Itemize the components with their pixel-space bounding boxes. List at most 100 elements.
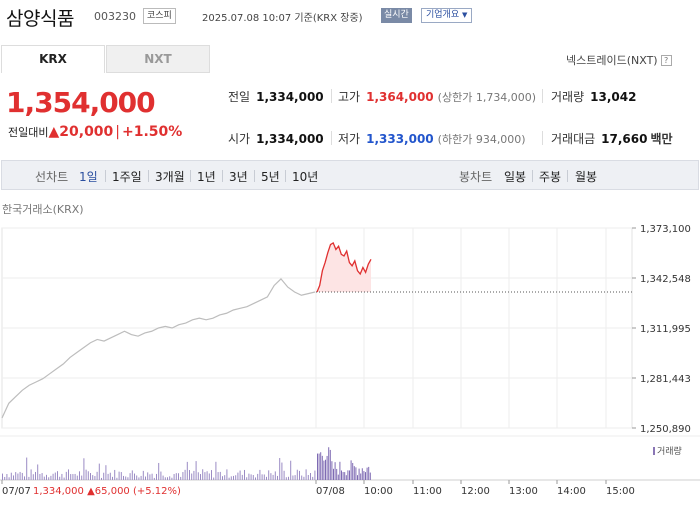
volume-bar <box>173 474 175 480</box>
volume-bar <box>222 476 223 480</box>
volume-bar <box>290 460 292 480</box>
volume-bar <box>252 475 254 480</box>
volume-bar <box>355 467 357 480</box>
chart-grid <box>0 227 700 484</box>
high-value: 1,364,000 <box>366 90 434 104</box>
nextrade-link-label: 넥스트레이드(NXT) <box>566 54 658 67</box>
volume-bar <box>215 461 217 480</box>
high-label: 고가 <box>338 90 361 104</box>
divider <box>542 131 543 145</box>
prev-day-summary: 1,334,000 ▲65,000 (+5.12%) <box>33 486 181 497</box>
volume-bar <box>191 473 193 480</box>
period-3m[interactable]: 3개월 <box>155 170 185 184</box>
volume-legend: 거래량 <box>653 444 682 457</box>
company-overview-button[interactable]: 기업개요 ▼ <box>421 8 473 23</box>
chevron-down-icon: ▼ <box>462 11 468 19</box>
volume-bar <box>136 475 138 480</box>
stock-name: 삼양식품 <box>6 8 74 30</box>
exchange-tabs: KRX NXT <box>1 45 210 73</box>
volume-bar <box>76 475 78 480</box>
prev-day-change: 65,000 <box>94 486 130 497</box>
volume-bar <box>118 471 120 480</box>
candle-monthly[interactable]: 월봉 <box>575 170 598 184</box>
volume-bar <box>90 473 91 480</box>
period-3y[interactable]: 3년 <box>229 170 248 184</box>
volume-bar <box>52 473 54 480</box>
volume-legend-swatch <box>653 447 655 455</box>
volume-bar <box>189 470 190 480</box>
volume-bar <box>202 469 204 480</box>
metric-volume: 거래량 13,042 <box>551 88 636 105</box>
volume-bar <box>197 472 199 480</box>
period-10y[interactable]: 10년 <box>292 170 319 184</box>
volume-bar <box>28 476 30 480</box>
volume-bar <box>61 473 63 480</box>
volume-bar <box>142 470 144 480</box>
low-value: 1,333,000 <box>366 132 434 146</box>
period-1d[interactable]: 1일 <box>79 170 98 184</box>
volume-bar <box>107 473 109 480</box>
price-change: 전일대비▲20,000 | +1.50% <box>8 124 182 140</box>
volume-bar <box>26 457 28 480</box>
volume-bar <box>204 472 206 480</box>
volume-bars <box>2 447 371 480</box>
volume-bar <box>244 469 245 480</box>
volume-bar <box>57 471 58 480</box>
period-5y[interactable]: 5년 <box>261 170 280 184</box>
divider <box>105 170 106 182</box>
volume-bar <box>310 472 311 480</box>
volume-bar <box>336 468 338 480</box>
volume-bar <box>257 473 259 480</box>
volume-bar <box>193 470 195 480</box>
volume-bar <box>79 471 80 480</box>
volume-bar <box>184 469 186 480</box>
tab-krx[interactable]: KRX <box>1 45 105 73</box>
volume-bar <box>365 472 366 480</box>
tab-nxt[interactable]: NXT <box>106 45 210 73</box>
y-axis: 1,373,100 1,342,548 1,311,995 1,281,443 1,25… <box>632 224 691 435</box>
volume-bar <box>337 474 339 480</box>
x-label-0708: 07/08 <box>316 486 345 497</box>
volume-bar <box>19 471 21 480</box>
candle-weekly[interactable]: 주봉 <box>539 170 562 184</box>
volume-bar <box>358 468 360 480</box>
volume-bar <box>213 477 215 480</box>
volume-bar <box>274 471 276 480</box>
quote-datetime: 2025.07.08 10:07 기준(KRX 장중) <box>202 13 363 24</box>
volume-bar <box>127 477 129 480</box>
volume-bar <box>292 475 294 480</box>
candle-daily[interactable]: 일봉 <box>504 170 527 184</box>
volume-bar <box>103 472 105 480</box>
volume-bar <box>48 477 50 480</box>
volume-bar <box>361 468 363 480</box>
company-overview-label: 기업개요 <box>426 10 460 20</box>
candle-chart-label: 봉차트 <box>459 170 493 184</box>
divider <box>567 170 568 182</box>
trade-value-unit: 백만 <box>650 132 673 146</box>
volume-bar <box>134 473 135 480</box>
x-label-1000: 10:00 <box>364 486 393 497</box>
help-icon[interactable]: ? <box>660 55 672 66</box>
plot-frame <box>1 227 633 429</box>
divider <box>331 89 332 103</box>
volume-bar <box>94 476 96 480</box>
trade-value: 17,660 <box>601 132 648 146</box>
realtime-badge[interactable]: 실시간 <box>381 8 412 23</box>
volume-legend-label: 거래량 <box>657 447 682 457</box>
volume-bar <box>368 466 370 480</box>
volume-bar <box>147 472 149 480</box>
volume-bar <box>6 474 8 480</box>
volume-bar <box>299 470 300 480</box>
today-series <box>316 241 372 293</box>
volume-bar <box>366 467 368 480</box>
period-1y[interactable]: 1년 <box>197 170 216 184</box>
volume-bar <box>37 464 39 480</box>
volume-bar <box>246 477 248 480</box>
divider <box>222 170 223 182</box>
volume-bar <box>219 471 221 480</box>
period-1w[interactable]: 1주일 <box>112 170 142 184</box>
nextrade-link[interactable]: 넥스트레이드(NXT)? <box>566 52 672 68</box>
volume-bar <box>182 472 184 480</box>
volume-bar <box>105 465 107 480</box>
volume-bar <box>263 474 265 480</box>
